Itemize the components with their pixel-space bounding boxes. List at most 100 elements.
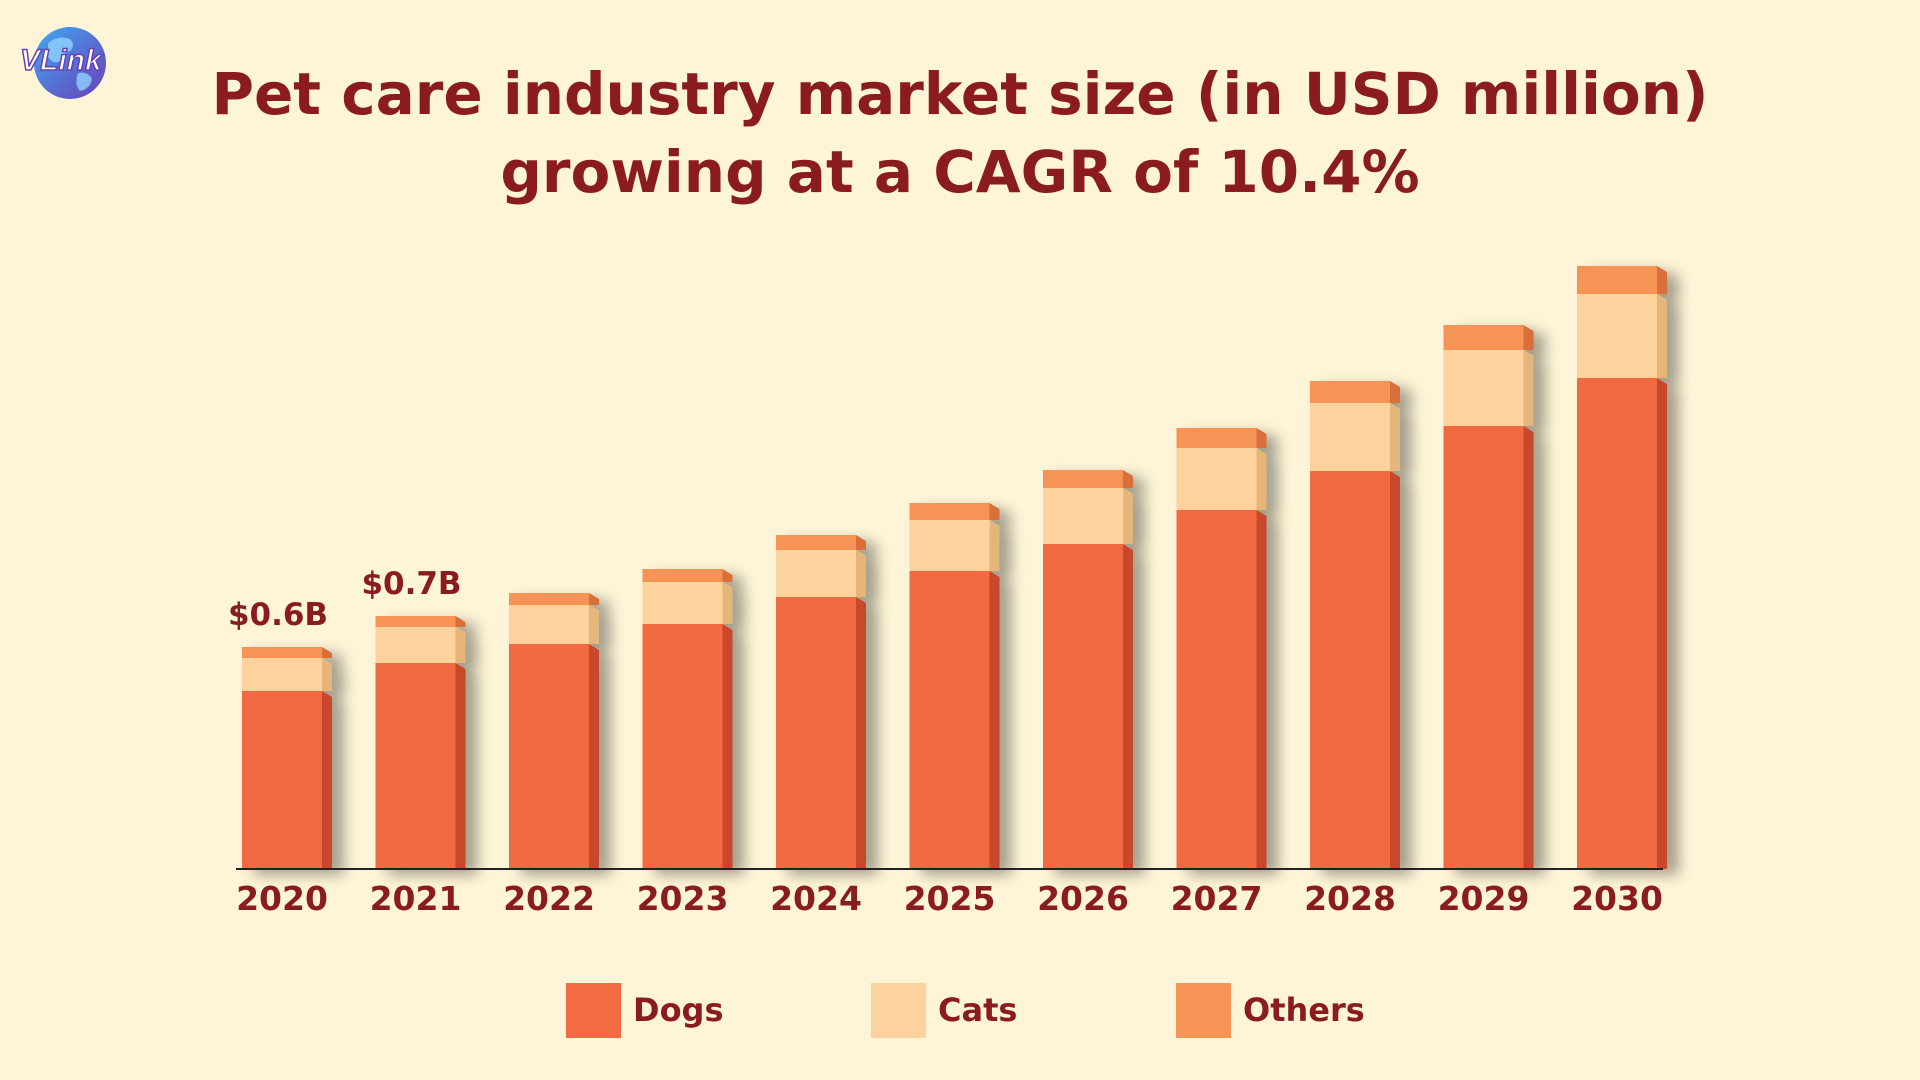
vlink-logo: VLink: [19, 27, 106, 99]
legend-label-cats: Cats: [938, 991, 1018, 1029]
bar-side-dogs-2029: [1523, 426, 1534, 869]
bar-side-others-2030: [1657, 266, 1667, 294]
bar-side-others-2025: [989, 503, 1000, 520]
x-tick-label-2026: 2026: [1037, 879, 1129, 918]
bars-layer: [242, 266, 1667, 869]
labels-layer: 2020 2021 2022 2023 2024 2025 2026 2027 2028 2029…: [228, 566, 1663, 918]
x-tick-label-2028: 2028: [1304, 879, 1396, 918]
bar-segment-others-2026: [1043, 470, 1123, 488]
bar-2021: [375, 616, 466, 869]
bar-side-dogs-2022: [589, 644, 599, 869]
bar-2026: [1043, 470, 1133, 869]
bar-2020: [242, 647, 332, 869]
title-line-2: growing at a CAGR of 10.4%: [500, 138, 1420, 206]
x-tick-label-2025: 2025: [904, 879, 996, 918]
bar-segment-others-2030: [1577, 266, 1657, 294]
bar-segment-cats-2028: [1310, 403, 1390, 471]
bar-segment-dogs-2022: [509, 644, 589, 869]
bar-side-dogs-2027: [1256, 510, 1267, 869]
x-tick-label-2027: 2027: [1171, 879, 1263, 918]
bar-side-others-2027: [1256, 428, 1267, 448]
x-tick-label-2023: 2023: [637, 879, 729, 918]
bar-side-cats-2029: [1523, 350, 1534, 426]
bar-segment-dogs-2023: [642, 624, 723, 869]
bar-segment-others-2023: [642, 569, 723, 582]
bar-segment-cats-2027: [1176, 448, 1257, 510]
bar-side-dogs-2024: [856, 597, 866, 869]
x-tick-label-2020: 2020: [236, 879, 328, 918]
bar-segment-cats-2025: [909, 520, 990, 571]
legend-swatch-cats: [871, 983, 926, 1038]
bar-side-dogs-2020: [322, 691, 332, 869]
bar-segment-others-2028: [1310, 381, 1390, 403]
bar-side-dogs-2028: [1390, 471, 1400, 869]
legend-swatch-dogs: [566, 983, 621, 1038]
bar-side-dogs-2023: [722, 624, 733, 869]
bar-side-others-2026: [1123, 470, 1133, 488]
bar-segment-others-2022: [509, 593, 589, 605]
bar-side-others-2021: [455, 616, 466, 627]
x-tick-label-2030: 2030: [1571, 879, 1663, 918]
bar-segment-cats-2026: [1043, 488, 1123, 544]
logo-text: VLink: [20, 44, 103, 77]
bar-side-cats-2023: [722, 582, 733, 624]
bar-2022: [509, 593, 599, 869]
bar-segment-others-2024: [776, 535, 856, 550]
bar-segment-dogs-2027: [1176, 510, 1257, 869]
data-label-2020: $0.6B: [228, 597, 328, 633]
bar-side-cats-2025: [989, 520, 1000, 571]
bar-side-dogs-2025: [989, 571, 1000, 869]
bar-side-others-2023: [722, 569, 733, 582]
bar-side-others-2024: [856, 535, 866, 550]
bar-segment-dogs-2030: [1577, 378, 1657, 869]
bar-side-dogs-2021: [455, 663, 466, 869]
bar-side-cats-2028: [1390, 403, 1400, 471]
chart-title: Pet care industry market size (in USD mi…: [0, 55, 1920, 211]
bar-side-others-2028: [1390, 381, 1400, 403]
bar-segment-cats-2029: [1443, 350, 1524, 426]
bar-segment-dogs-2026: [1043, 544, 1123, 869]
x-tick-label-2022: 2022: [503, 879, 595, 918]
bar-2024: [776, 535, 866, 869]
legend-label-dogs: Dogs: [633, 991, 724, 1029]
bar-2029: [1443, 325, 1534, 869]
bar-segment-dogs-2029: [1443, 426, 1524, 869]
bar-side-others-2020: [322, 647, 332, 658]
data-label-2021: $0.7B: [361, 566, 461, 602]
bar-segment-others-2025: [909, 503, 990, 520]
x-tick-label-2021: 2021: [370, 879, 462, 918]
bar-2028: [1310, 381, 1400, 869]
bar-segment-dogs-2028: [1310, 471, 1390, 869]
bar-segment-cats-2022: [509, 605, 589, 644]
bar-segment-others-2027: [1176, 428, 1257, 448]
legend-swatch-others: [1176, 983, 1231, 1038]
title-line-1: Pet care industry market size (in USD mi…: [211, 60, 1709, 128]
bar-side-cats-2020: [322, 658, 332, 691]
bar-side-cats-2027: [1256, 448, 1267, 510]
bar-2030: [1577, 266, 1667, 869]
bar-segment-others-2020: [242, 647, 322, 658]
bar-segment-dogs-2020: [242, 691, 322, 869]
legend-label-others: Others: [1243, 991, 1365, 1029]
bar-segment-dogs-2025: [909, 571, 990, 869]
bar-side-cats-2026: [1123, 488, 1133, 544]
bar-segment-cats-2030: [1577, 294, 1657, 378]
bar-segment-dogs-2021: [375, 663, 456, 869]
bar-segment-cats-2023: [642, 582, 723, 624]
bar-side-dogs-2026: [1123, 544, 1133, 869]
bar-segment-cats-2024: [776, 550, 856, 597]
legend: Dogs Cats Others: [0, 983, 1920, 1039]
bar-segment-cats-2020: [242, 658, 322, 691]
bar-2025: [909, 503, 1000, 869]
bar-side-cats-2024: [856, 550, 866, 597]
x-tick-label-2029: 2029: [1438, 879, 1530, 918]
bar-side-cats-2022: [589, 605, 599, 644]
bar-side-cats-2030: [1657, 294, 1667, 378]
bar-2023: [642, 569, 733, 869]
bar-segment-cats-2021: [375, 627, 456, 663]
bar-side-dogs-2030: [1657, 378, 1667, 869]
x-tick-label-2024: 2024: [770, 879, 862, 918]
bar-2027: [1176, 428, 1267, 869]
bar-segment-dogs-2024: [776, 597, 856, 869]
